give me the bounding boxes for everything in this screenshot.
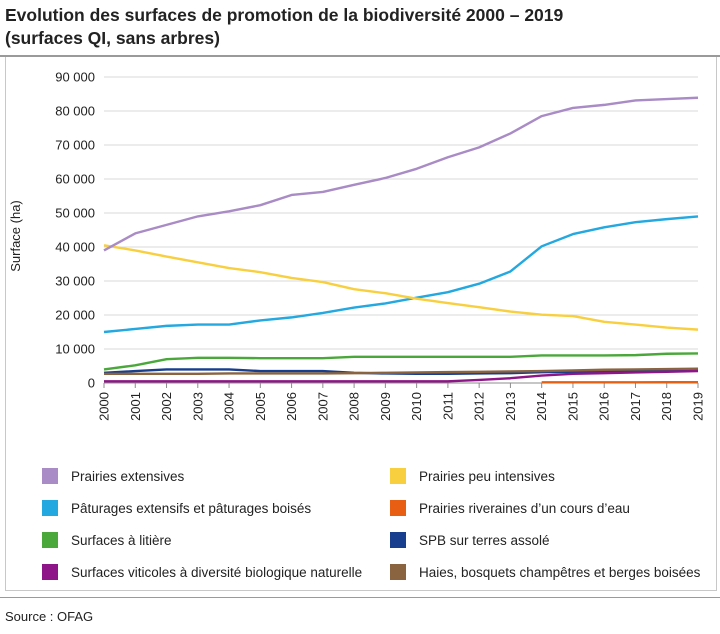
title-line-2: (surfaces QI, sans arbres): [5, 28, 220, 48]
legend-item: Prairies riveraines d’un cours d’eau: [390, 498, 630, 518]
legend-label: Prairies peu intensives: [419, 468, 555, 484]
x-tick-label: 2004: [222, 392, 237, 421]
y-axis-label: Surface (ha): [8, 200, 23, 272]
legend-swatch: [42, 468, 58, 484]
y-tick-label: 50 000: [55, 206, 95, 221]
legend-label: Haies, bosquets champêtres et berges boi…: [419, 564, 701, 580]
legend-item: Haies, bosquets champêtres et berges boi…: [390, 562, 700, 582]
x-tick-label: 2007: [315, 392, 330, 421]
series-line-6: [104, 369, 699, 383]
legend-item: SPB sur terres assolé: [390, 530, 550, 550]
x-tick-label: 2018: [659, 392, 674, 421]
header-divider: [0, 55, 720, 57]
y-tick-label: 0: [88, 376, 95, 391]
x-tick-label: 2009: [378, 392, 393, 421]
chart-title: Evolution des surfaces de promotion de l…: [5, 4, 715, 50]
series-line-0: [103, 96, 699, 252]
x-tick-label: 2010: [409, 392, 424, 421]
series-lines: [103, 96, 699, 384]
legend-item: Surfaces à litière: [42, 530, 172, 550]
legend-swatch: [390, 500, 406, 516]
legend-swatch: [390, 564, 406, 580]
x-tick-label: 2016: [597, 392, 612, 421]
x-tick-label: 2012: [472, 392, 487, 421]
chart-panel: [5, 57, 717, 591]
legend-item: Prairies peu intensives: [390, 466, 555, 486]
y-tick-label: 70 000: [55, 138, 95, 153]
legend-label: Surfaces à litière: [71, 532, 172, 548]
x-tick-label: 2006: [284, 392, 299, 421]
x-tick-label: 2014: [534, 392, 549, 421]
y-tick-label: 60 000: [55, 172, 95, 187]
legend-swatch: [42, 564, 58, 580]
series-line-2: [103, 215, 699, 334]
source-note: Source : OFAG: [5, 609, 94, 624]
y-tick-label: 30 000: [55, 274, 95, 289]
legend-item: Pâturages extensifs et pâturages boisés: [42, 498, 311, 518]
legend-label: Pâturages extensifs et pâturages boisés: [71, 500, 312, 516]
title-line-1: Evolution des surfaces de promotion de l…: [5, 5, 564, 25]
y-tick-label: 80 000: [55, 104, 95, 119]
x-axis-ticks: 2000 2001 2002 2003 2004 2005 2006 2007 2008 2009…: [97, 383, 706, 421]
x-tick-label: 2005: [253, 392, 268, 421]
legend-swatch: [390, 468, 406, 484]
legend-label: Prairies riveraines d’un cours d’eau: [419, 500, 630, 516]
y-tick-label: 20 000: [55, 308, 95, 323]
legend-swatch: [42, 500, 58, 516]
x-tick-label: 2002: [159, 392, 174, 421]
x-tick-label: 2001: [128, 392, 143, 421]
x-tick-label: 2000: [97, 392, 112, 421]
legend-item: Surfaces viticoles à diversité biologiqu…: [42, 562, 362, 582]
y-tick-label: 90 000: [55, 70, 95, 85]
series-line-7: [104, 367, 699, 376]
x-tick-label: 2011: [440, 392, 455, 420]
legend-label: Prairies extensives: [71, 468, 185, 484]
series-line-4: [103, 352, 699, 371]
x-tick-label: 2013: [503, 392, 518, 421]
x-tick-label: 2015: [565, 392, 580, 421]
legend-item: Prairies extensives: [42, 466, 184, 486]
x-tick-label: 2017: [628, 392, 643, 421]
series-line-1: [103, 244, 699, 331]
line-chart: 0 10 000 20 000 30 000 40 000 50 000 60 000 70 …: [8, 70, 706, 421]
footer-divider: [0, 597, 720, 598]
x-tick-label: 2019: [691, 392, 706, 421]
legend-label: Surfaces viticoles à diversité biologiqu…: [71, 564, 363, 580]
grid-lines: [104, 76, 698, 384]
legend-swatch: [390, 532, 406, 548]
x-tick-label: 2003: [190, 392, 205, 421]
legend-label: SPB sur terres assolé: [419, 532, 550, 548]
y-tick-label: 10 000: [55, 342, 95, 357]
y-tick-label: 40 000: [55, 240, 95, 255]
y-axis-ticks: 0 10 000 20 000 30 000 40 000 50 000 60 000 70 …: [55, 70, 95, 391]
x-tick-label: 2008: [347, 392, 362, 421]
legend-swatch: [42, 532, 58, 548]
